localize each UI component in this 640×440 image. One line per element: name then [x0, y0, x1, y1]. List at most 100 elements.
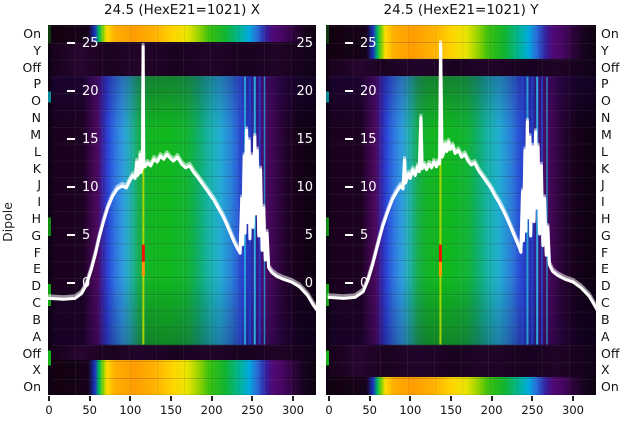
dipole-label-left: F: [33, 244, 41, 260]
ytick-mark: [345, 90, 353, 92]
x-tick-label: 200: [200, 403, 223, 417]
dipole-label-right: I: [601, 194, 605, 210]
inner-ytick-label: 5: [67, 226, 90, 244]
ytick-value: 15: [360, 131, 377, 147]
inner-ytick-label-right: 25: [296, 35, 313, 51]
dipole-label-right: Off: [601, 345, 620, 361]
dipole-label-left: X: [32, 362, 41, 378]
ytick-mark: [67, 186, 75, 188]
ytick-mark: [345, 234, 353, 236]
inner-ytick-label: 15: [345, 130, 377, 148]
inner-ytick-label: 20: [345, 82, 377, 100]
x-tick: [368, 396, 371, 401]
inner-ytick-label: 0: [345, 274, 368, 292]
heatmap-panel-x: 25 20 15 10 5 0 25 20 15 10 5 0: [48, 25, 316, 395]
dipole-label-left: Off: [22, 345, 41, 361]
dipole-label-left: Y: [33, 42, 41, 58]
heatmap-band-main: [48, 76, 316, 345]
dipole-label-left: P: [33, 76, 41, 92]
x-tick: [251, 396, 254, 401]
dipole-label-left: N: [31, 110, 41, 125]
ytick-value: 25: [82, 35, 99, 51]
inner-ytick-label: 20: [67, 82, 99, 100]
dipole-label-right: Off: [601, 59, 620, 75]
heatmap-row-grid-overlay: [326, 25, 596, 395]
ytick-value: 10: [360, 179, 377, 195]
dipole-label-right: D: [601, 278, 611, 294]
dipole-label-left: I: [37, 194, 41, 210]
inner-ytick-label-right: 0: [304, 275, 313, 291]
dipole-label-right: K: [601, 160, 610, 176]
heatmap-band-on-y-top: [326, 25, 596, 59]
heatmap-band-dark-top: [326, 59, 596, 76]
dipole-label-left: E: [33, 261, 41, 277]
inner-ytick-label-right: 15: [296, 131, 313, 147]
inner-ytick-label: 0: [67, 274, 90, 292]
inner-ytick-label: 25: [67, 34, 99, 52]
ytick-value: 15: [82, 131, 99, 147]
dipole-label-right: A: [601, 328, 610, 344]
dipole-label-right: C: [601, 295, 610, 310]
ytick-mark: [67, 282, 75, 284]
x-tick-label: 0: [325, 403, 333, 417]
dipole-label-left: B: [32, 311, 41, 327]
ytick-value: 5: [360, 227, 369, 243]
x-tick-label: 250: [241, 403, 264, 417]
x-tick: [328, 396, 330, 401]
x-tick-label: 100: [119, 403, 142, 417]
ytick-value: 20: [82, 83, 99, 99]
x-tick-label: 250: [521, 403, 544, 417]
x-tick: [48, 396, 50, 401]
ytick-mark: [67, 90, 75, 92]
dipole-label-right: X: [601, 362, 610, 378]
dipole-label-left: H: [31, 210, 41, 226]
x-tick-label: 300: [562, 403, 584, 417]
ytick-mark: [345, 282, 353, 284]
x-tick-label: 300: [282, 403, 304, 417]
heatmap-column-grid-overlay: [326, 25, 596, 395]
dipole-label-right: O: [601, 93, 611, 109]
dipole-label-right: P: [601, 76, 609, 92]
dipole-label-right: B: [601, 311, 610, 327]
heatmap-edge-strip: [48, 25, 51, 395]
dipole-label-right: Y: [601, 42, 609, 58]
profile-line: [327, 42, 596, 311]
inner-ytick-label: 10: [67, 178, 99, 196]
heatmap-column-grid-overlay: [48, 25, 316, 395]
heatmap-band-on-bottom: [326, 377, 596, 395]
ytick-value: 0: [360, 275, 369, 291]
x-tick-label: 100: [399, 403, 422, 417]
dipole-label-right: J: [601, 177, 605, 193]
ytick-value: 5: [82, 227, 91, 243]
dipole-label-left: L: [34, 143, 41, 159]
dipole-label-right: L: [601, 143, 608, 159]
x-tick: [291, 396, 294, 401]
ytick-mark: [67, 234, 75, 236]
inner-ytick-label-right: 20: [296, 83, 313, 99]
x-tick: [531, 396, 534, 401]
ytick-mark: [67, 138, 75, 140]
inner-ytick-label: 5: [345, 226, 368, 244]
heatmap-band-dark-bottom: [326, 345, 596, 377]
heatmap-row-tint-overlay: [48, 76, 316, 345]
dipole-label-left: J: [37, 177, 41, 193]
x-tick: [88, 396, 91, 401]
inner-ytick-label: 10: [345, 178, 377, 196]
dipole-label-left: C: [32, 295, 41, 310]
heatmap-band-x-on-bottom: [48, 360, 316, 395]
dipole-label-right: E: [601, 261, 609, 277]
profile-overlay-y: [327, 39, 596, 345]
dipole-label-left: A: [32, 328, 41, 344]
ytick-value: 10: [82, 179, 99, 195]
panel-y-title: 24.5 (HexE21=1021) Y: [383, 2, 539, 18]
ytick-mark: [345, 42, 353, 44]
heatmap-band-main: [326, 76, 596, 345]
ytick-mark: [67, 42, 75, 44]
x-tick: [449, 396, 452, 401]
x-tick: [490, 396, 493, 401]
dipole-label-left: D: [31, 278, 41, 294]
inner-ytick-label: 15: [67, 130, 99, 148]
dipole-label-right: N: [601, 110, 611, 125]
ytick-value: 25: [360, 35, 377, 51]
ytick-value: 20: [360, 83, 377, 99]
